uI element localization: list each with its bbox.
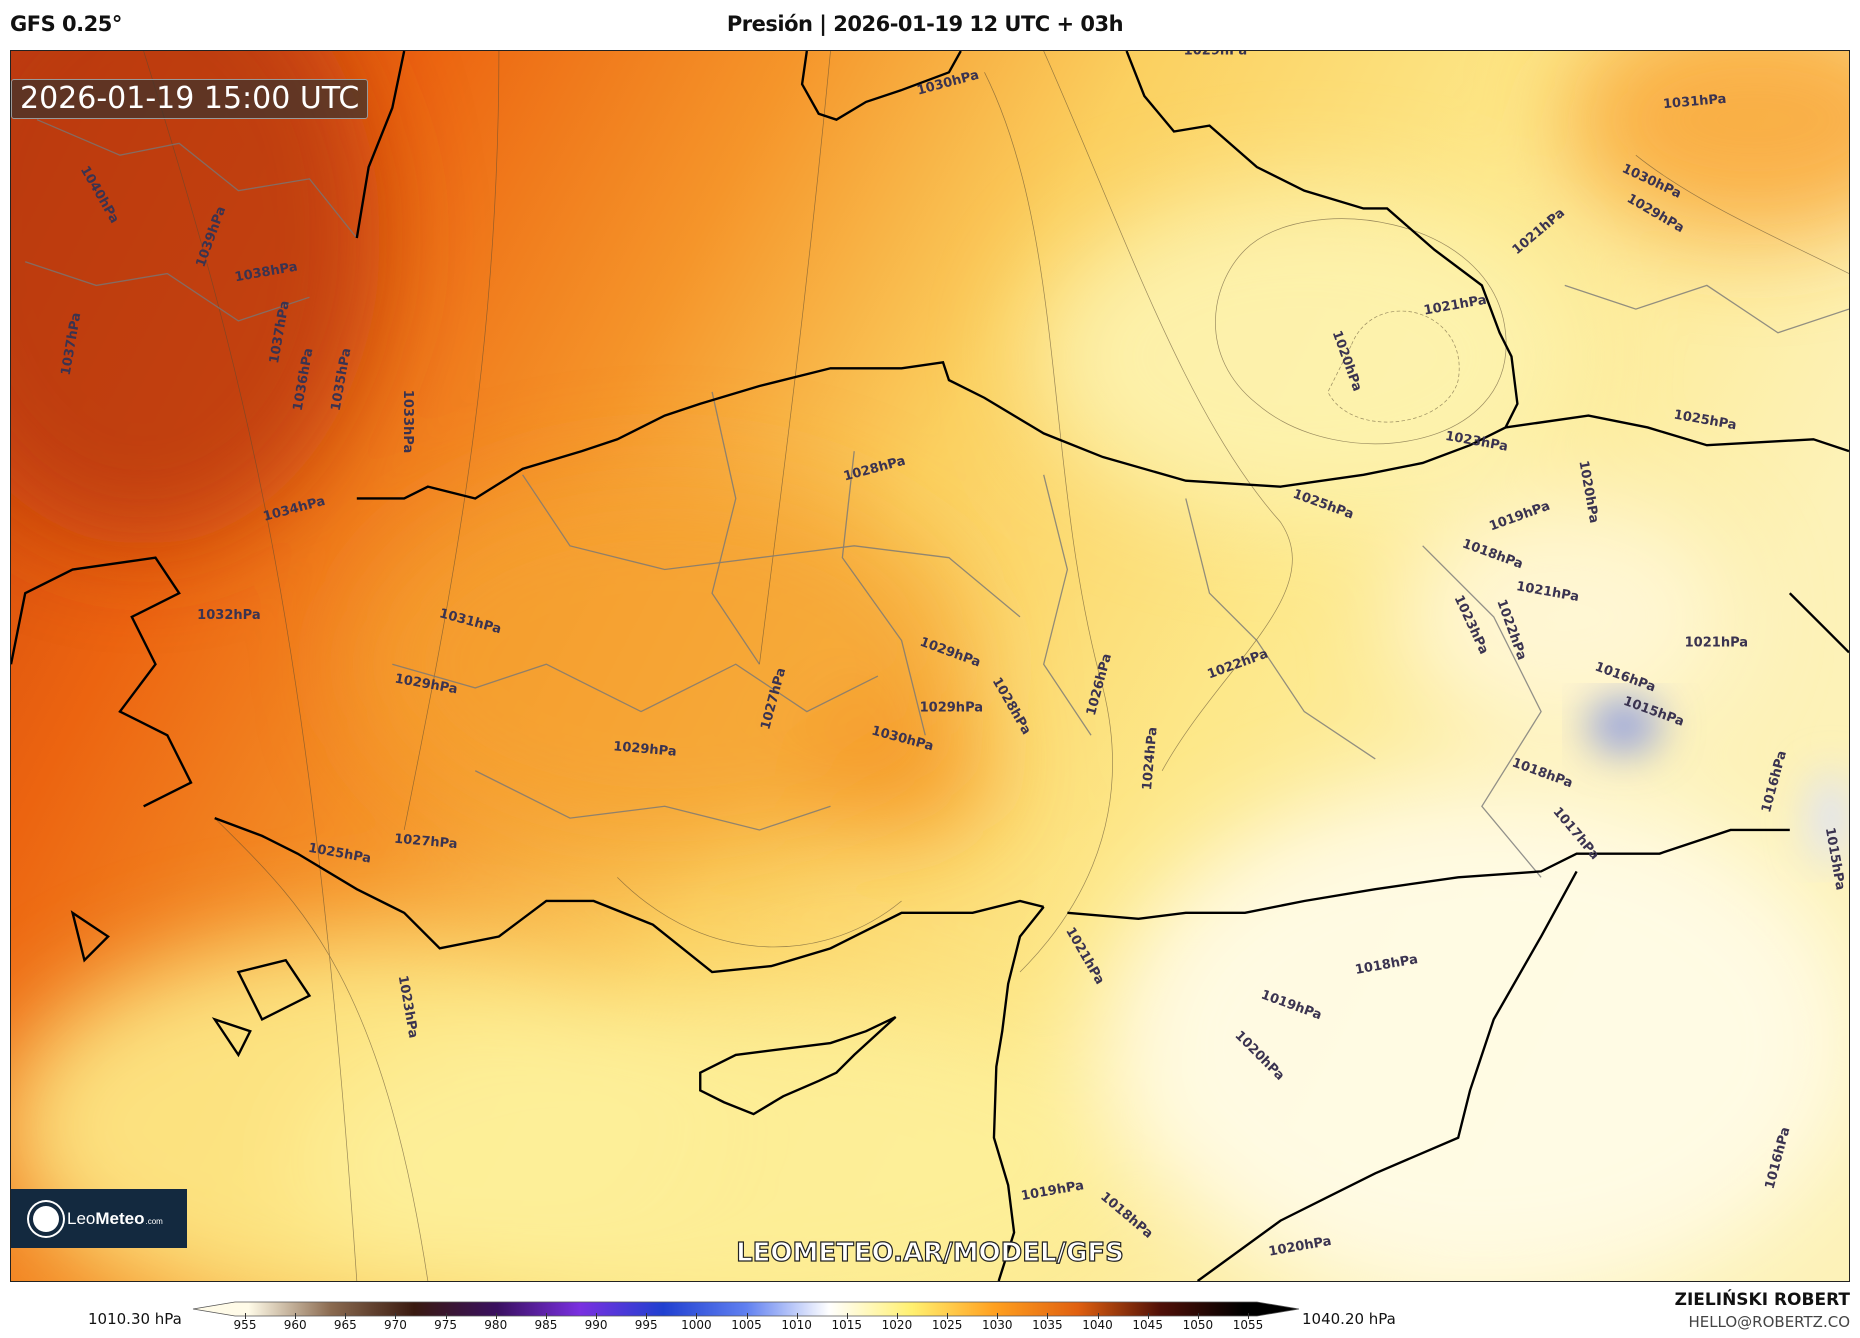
chart-title: Presión | 2026-01-19 12 UTC + 03h (726, 12, 1124, 36)
colorbar-tick-label: 1035 (1032, 1318, 1063, 1332)
colorbar-tick-mark (445, 1313, 447, 1319)
colorbar-tick-mark (395, 1313, 397, 1319)
colorbar-tick-label: 960 (283, 1318, 307, 1332)
colorbar-gradient (192, 1301, 1300, 1317)
contour-label: 1021hPa (1685, 635, 1748, 650)
pressure-shading (11, 51, 1849, 1281)
watermark: LEOMETEO.AR/MODEL/GFS (735, 1237, 1124, 1268)
colorbar-tick-label: 1010 (781, 1318, 812, 1332)
colorbar-tick-mark (545, 1313, 547, 1319)
colorbar-tick-mark (1248, 1313, 1249, 1319)
colorbar-tick-mark (1097, 1313, 1099, 1319)
colorbar-tick-label: 1030 (981, 1318, 1013, 1332)
map-canvas: 1029hPa1030hPa1031hPa1030hPa1029hPa1021h… (11, 51, 1849, 1281)
colorbar-tick-mark (295, 1313, 297, 1319)
colorbar-tick-label: 995 (634, 1318, 658, 1332)
colorbar-tick-mark (746, 1313, 748, 1319)
colorbar-max-label: 1040.20 hPa (1302, 1310, 1396, 1328)
author-email[interactable]: HELLO@ROBERTZ.CO (1688, 1313, 1850, 1331)
isobars (143, 51, 1849, 1281)
colorbar-tick-label: 1025 (931, 1318, 963, 1332)
colorbar-tick-mark (1197, 1313, 1199, 1319)
contour-label: 1024hPa (1140, 726, 1160, 791)
sun-icon (33, 1205, 59, 1232)
contour-label: 1027hPa (394, 832, 459, 852)
admin-borders (25, 119, 1849, 878)
low-pressure-area-east (1809, 770, 1849, 866)
colorbar-tick-mark (596, 1313, 598, 1319)
colorbar-tick-label: 955 (233, 1318, 257, 1332)
colorbar-tick-mark (1147, 1313, 1149, 1319)
colorbar-tick-label: 1050 (1182, 1318, 1214, 1332)
colorbar-tick-label: 1020 (881, 1318, 913, 1332)
colorbar-tick-mark (796, 1313, 798, 1319)
logo-domain: .com (145, 1217, 163, 1226)
contour-label: 1029hPa (1184, 51, 1247, 59)
colorbar-tick-mark (896, 1313, 898, 1319)
colorbar-tick-mark (245, 1313, 246, 1319)
contour-label: 1031hPa (1662, 92, 1727, 112)
contour-label: 1029hPa (613, 739, 678, 759)
colorbar-tick-label: 1000 (681, 1318, 712, 1332)
author-name: ZIELIŃSKI ROBERT (1674, 1290, 1850, 1310)
colorbar-tick-label: 1055 (1232, 1318, 1264, 1332)
colorbar-tick-label: 980 (484, 1318, 508, 1332)
valid-time-badge: 2026-01-19 15:00 UTC (11, 79, 369, 119)
contour-label: 1029hPa (920, 701, 983, 716)
contour-label: 1033hPa (400, 390, 415, 453)
colorbar-tick-label: 975 (434, 1318, 458, 1332)
colorbar-tick-label: 1045 (1132, 1318, 1163, 1332)
colorbar-tick-label: 1015 (831, 1318, 863, 1332)
colorbar-tick-mark (495, 1313, 497, 1319)
leometeo-logo[interactable]: LeoMeteo .com (11, 1189, 187, 1248)
colorbar-tick-mark (846, 1313, 848, 1319)
colorbar-tick-mark (345, 1313, 347, 1319)
low-pressure-area (1588, 699, 1660, 752)
colorbar-tick-label: 965 (333, 1318, 357, 1332)
logo-text: LeoMeteo (67, 1208, 145, 1228)
contour-label: 1032hPa (197, 608, 260, 623)
coastlines-and-borders (11, 51, 1849, 1281)
colorbar-tick-label: 1005 (731, 1318, 762, 1332)
colorbar-tick-label: 970 (383, 1318, 407, 1332)
model-name: GFS 0.25° (10, 12, 122, 36)
colorbar-tick-mark (696, 1313, 698, 1319)
colorbar-tick-mark (1047, 1313, 1049, 1319)
colorbar-tick-label: 985 (534, 1318, 558, 1332)
pressure-map: 1029hPa 1030hPa 1031hPa 1030hPa 1029hPa 1021h… (10, 50, 1850, 1282)
colorbar-tick-mark (947, 1313, 949, 1319)
colorbar-tick-label: 990 (584, 1318, 608, 1332)
colorbar-tick-mark (997, 1313, 999, 1319)
colorbar-tick-mark (646, 1313, 648, 1319)
colorbar (192, 1301, 1300, 1317)
colorbar-min-label: 1010.30 hPa (88, 1310, 182, 1328)
colorbar-tick-label: 1040 (1082, 1318, 1113, 1332)
